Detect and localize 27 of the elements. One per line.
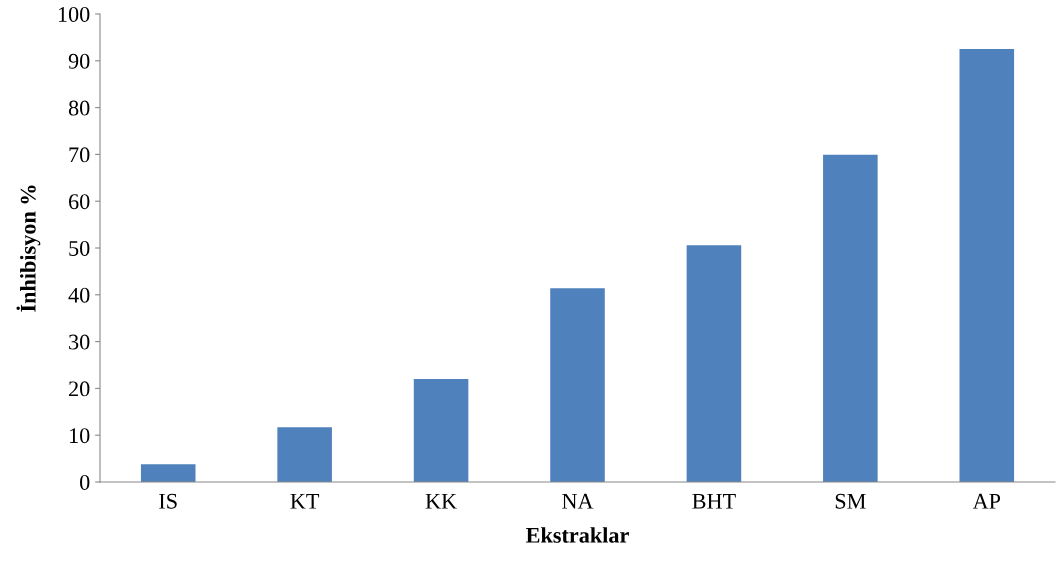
bar xyxy=(550,288,605,482)
bar xyxy=(823,154,878,482)
y-tick-label: 60 xyxy=(69,194,90,210)
x-tick-label: KT xyxy=(290,493,320,509)
y-tick-label: 90 xyxy=(68,53,90,69)
x-tick-label: AP xyxy=(972,493,1001,509)
bar xyxy=(686,245,742,482)
x-tick-label: BHT xyxy=(692,493,736,509)
bar xyxy=(277,427,332,482)
y-tick-label: 70 xyxy=(69,147,90,163)
y-tick-label: 50 xyxy=(69,240,90,256)
x-tick-label: KK xyxy=(425,493,457,509)
y-tick-label: 10 xyxy=(70,428,90,444)
y-tick-label: 100 xyxy=(58,6,90,22)
bar xyxy=(140,464,196,482)
y-axis-title: İnhibisyon % xyxy=(16,185,41,312)
x-axis-title: Ekstraklar xyxy=(526,527,629,543)
x-tick-label: SM xyxy=(835,493,866,509)
y-tick-label: 20 xyxy=(69,381,90,397)
y-tick-label: 80 xyxy=(68,100,90,116)
y-tick-label: 0 xyxy=(80,474,90,490)
bar xyxy=(413,379,469,482)
y-tick-label: 40 xyxy=(68,287,90,303)
y-tick-label: 30 xyxy=(69,334,90,350)
bar xyxy=(959,49,1015,482)
x-tick-label: IS xyxy=(159,493,177,509)
x-tick-label: NA xyxy=(562,493,594,509)
